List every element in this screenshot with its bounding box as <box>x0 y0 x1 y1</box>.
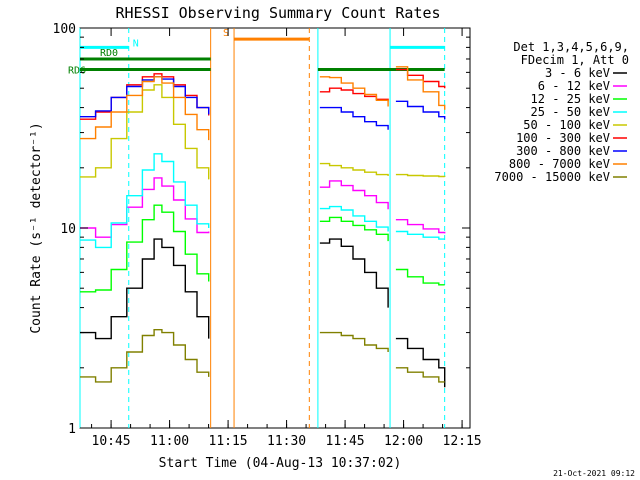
legend: Det 1,3,4,5,6,9, FDecim 1, Att 0 3 - 6 k… <box>494 40 629 184</box>
series-line-3 <box>80 153 445 249</box>
legend-label-1: 6 - 12 keV <box>538 79 610 93</box>
legend-header-1: Det 1,3,4,5,6,9, <box>513 40 629 54</box>
flag-label-rd6: RD6 <box>68 66 86 77</box>
series-line-8 <box>80 329 445 383</box>
chart-title: RHESSI Observing Summary Count Rates <box>115 4 440 22</box>
x-tick-label-0: 10:45 <box>92 434 131 449</box>
x-tick-label-1: 11:00 <box>150 434 189 449</box>
y-tick-label-0: 1 <box>68 422 76 437</box>
y-tick-label-1: 10 <box>60 222 76 237</box>
legend-label-7: 800 - 7000 keV <box>509 157 610 171</box>
flag-label-rd0: RD0 <box>100 48 118 59</box>
legend-label-4: 50 - 100 keV <box>523 118 610 132</box>
plot-frame <box>79 27 471 429</box>
y-tick-label-2: 100 <box>53 22 76 37</box>
series-line-7 <box>80 66 446 141</box>
x-tick-label-6: 12:15 <box>443 434 482 449</box>
legend-label-6: 300 - 800 keV <box>516 144 610 158</box>
legend-header-2: FDecim 1, Att 0 <box>521 53 629 67</box>
legend-label-0: 3 - 6 keV <box>545 66 610 80</box>
series-line-2 <box>80 204 445 293</box>
x-axis-label: Start Time (04-Aug-13 10:37:02) <box>159 456 402 471</box>
footer-timestamp: 21-Oct-2021 09:12 <box>553 469 635 478</box>
legend-label-2: 12 - 25 keV <box>531 92 610 106</box>
y-axis-label: Count Rate (s⁻¹ detector⁻¹) <box>29 122 44 333</box>
legend-label-8: 7000 - 15000 keV <box>494 170 610 184</box>
flag-label-s: S <box>223 28 229 39</box>
plot-area: RD6 RD0 N S 10:45 11:00 11:15 11:30 11:45 12:00 12… <box>53 22 482 449</box>
x-tick-label-5: 12:00 <box>384 434 423 449</box>
x-tick-label-2: 11:15 <box>209 434 248 449</box>
x-tick-label-3: 11:30 <box>267 434 306 449</box>
legend-label-5: 100 - 300 keV <box>516 131 610 145</box>
legend-label-3: 25 - 50 keV <box>531 105 610 119</box>
flag-label-n: N <box>133 38 139 49</box>
x-tick-label-4: 11:45 <box>326 434 365 449</box>
series-line-4 <box>80 84 446 180</box>
series-line-0 <box>80 238 446 388</box>
